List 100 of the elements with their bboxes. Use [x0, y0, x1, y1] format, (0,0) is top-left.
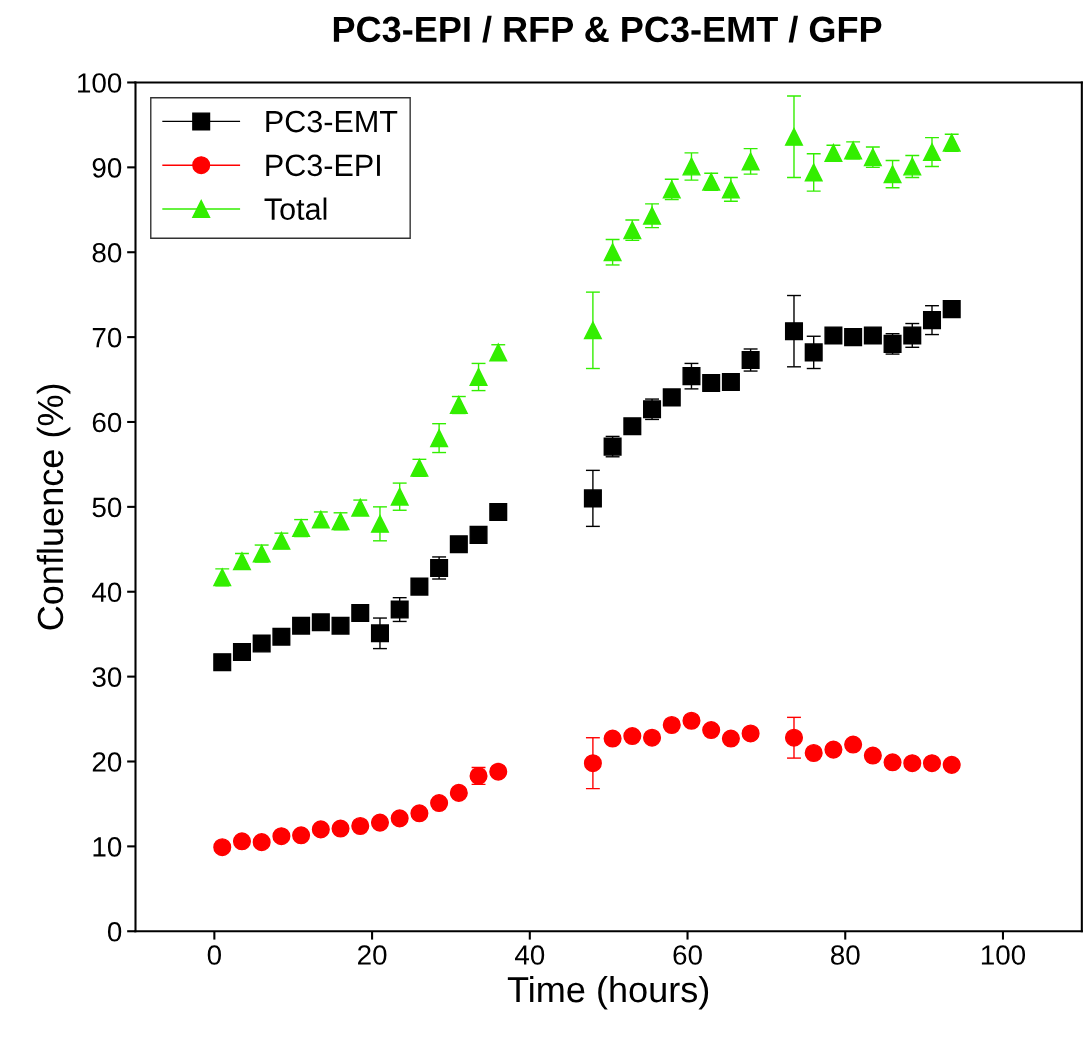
point	[252, 833, 271, 852]
point	[741, 724, 760, 743]
point	[430, 429, 449, 448]
point	[370, 624, 389, 643]
point	[292, 616, 311, 635]
chart-title: PC3-EPI / RFP & PC3-EMT / GFP	[333, 15, 882, 43]
point	[583, 489, 602, 508]
point	[469, 525, 488, 544]
point	[662, 388, 681, 407]
point	[784, 322, 804, 341]
point	[844, 735, 863, 754]
point	[922, 754, 942, 773]
point	[272, 827, 291, 846]
point	[272, 627, 291, 646]
point	[583, 321, 602, 340]
point	[824, 143, 843, 162]
x-axis-title: Time (hours)	[507, 975, 709, 1010]
y-tick-label: 40	[92, 582, 122, 603]
point	[410, 804, 429, 823]
point	[863, 326, 882, 345]
point	[603, 729, 622, 748]
point	[623, 417, 642, 436]
point	[331, 819, 350, 838]
point	[390, 487, 409, 506]
x-tick-label: 20	[358, 945, 387, 965]
point	[863, 746, 882, 765]
y-tick-label: 80	[92, 242, 122, 263]
x-tick-label: 100	[981, 945, 1026, 965]
point	[804, 343, 823, 362]
point	[351, 603, 370, 622]
point	[741, 152, 760, 171]
point	[824, 326, 843, 345]
legend-label: PC3-EPI	[266, 154, 380, 177]
point	[390, 600, 409, 619]
x-tick-label: 40	[515, 945, 545, 965]
point	[623, 727, 642, 746]
point	[370, 514, 389, 533]
point	[804, 743, 823, 763]
x-tick-label: 0	[207, 945, 221, 965]
y-tick-label: 0	[107, 921, 122, 942]
point	[232, 642, 251, 662]
point	[682, 367, 701, 386]
point	[702, 373, 721, 392]
y-tick-label: 100	[78, 73, 122, 93]
point	[942, 755, 961, 774]
point	[603, 243, 622, 262]
point	[824, 740, 843, 759]
point	[721, 729, 740, 748]
y-tick-label: 50	[92, 497, 122, 518]
point	[311, 820, 330, 839]
point	[410, 577, 429, 596]
point	[213, 653, 232, 672]
point	[682, 711, 701, 730]
point	[903, 326, 922, 345]
y-tick-label: 90	[92, 158, 122, 178]
point	[311, 510, 330, 529]
y-tick-label: 10	[93, 837, 122, 857]
point	[370, 813, 389, 832]
point	[292, 826, 311, 845]
legend-label: PC3-EMT	[266, 110, 398, 133]
point	[390, 809, 409, 828]
point	[351, 498, 370, 517]
point	[643, 728, 662, 747]
point	[643, 206, 662, 225]
point	[489, 502, 508, 521]
point	[469, 367, 488, 387]
point	[331, 616, 350, 635]
y-tick-label: 70	[92, 327, 122, 348]
point	[804, 163, 823, 182]
point	[784, 728, 804, 747]
y-axis-title: Confluence (%)	[36, 384, 71, 630]
x-tick-label: 80	[831, 945, 860, 965]
point	[489, 343, 508, 362]
point	[449, 783, 468, 802]
point	[232, 832, 251, 851]
point	[702, 721, 721, 740]
point	[844, 328, 863, 347]
point	[662, 715, 681, 735]
point	[883, 165, 902, 184]
point	[883, 753, 902, 772]
point	[721, 373, 740, 392]
point	[903, 754, 922, 773]
point	[351, 816, 370, 836]
point	[449, 535, 468, 554]
point	[213, 838, 232, 857]
legend-label: Total	[264, 197, 327, 220]
y-tick-label: 20	[92, 752, 122, 772]
point	[252, 634, 271, 653]
point	[311, 613, 330, 632]
point	[721, 180, 740, 199]
point	[489, 762, 508, 781]
point	[232, 552, 251, 571]
point	[784, 127, 804, 146]
point	[682, 157, 701, 176]
point	[583, 754, 602, 773]
point	[942, 300, 961, 319]
point	[922, 143, 942, 162]
point	[430, 794, 449, 813]
point	[922, 311, 942, 330]
y-tick-label: 30	[92, 667, 122, 687]
